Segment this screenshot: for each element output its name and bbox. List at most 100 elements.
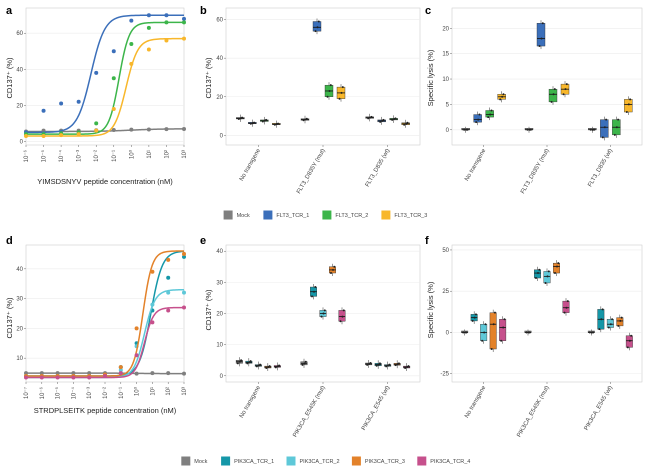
panel-d-xtick-label: 10⁻¹ <box>119 387 125 399</box>
data-point-PIK3CA_TCR_1 <box>166 275 171 280</box>
replicate-point-FLT3_TCR_3 <box>341 86 344 89</box>
replicate-point-FLT3_TCR_3 <box>627 103 630 106</box>
replicate-point-FLT3_TCR_2 <box>617 118 620 121</box>
replicate-point-FLT3_TCR_1 <box>316 26 319 29</box>
data-point-PIK3CA_TCR_4 <box>39 375 44 380</box>
data-point-PIK3CA_TCR_4 <box>55 375 60 380</box>
panel-e-category-label: PIK3CA_E545 (wt) <box>361 385 391 432</box>
panel-a-xlabel: YIMSDSNYV peptide concentration (nM) <box>37 177 173 186</box>
data-point-FLT3_TCR_1 <box>164 13 169 18</box>
panel-e-ytick-label: 20 <box>216 312 223 318</box>
replicate-point-PIK3CA_TCR_3 <box>397 362 400 365</box>
replicate-point-FLT3_TCR_3 <box>501 95 504 98</box>
replicate-point-Mock <box>236 362 239 365</box>
replicate-point-FLT3_TCR_3 <box>406 121 409 124</box>
panel-a: a CD137⁺ (%) YIMSDSNYV peptide concentra… <box>5 5 188 186</box>
panel-d-ytick-label: 30 <box>16 297 23 303</box>
data-point-Mock <box>87 371 92 376</box>
replicate-point-Mock <box>529 128 532 131</box>
replicate-point-PIK3CA_TCR_1 <box>601 308 604 311</box>
replicate-point-FLT3_TCR_2 <box>391 118 394 121</box>
replicate-point-FLT3_TCR_1 <box>477 118 480 121</box>
panel-d-xtick-label: 10³ <box>182 387 188 396</box>
panel-f-category-label: PIK3CA_E545 (wt) <box>584 385 614 432</box>
replicate-point-FLT3_TCR_3 <box>273 123 276 126</box>
data-point-FLT3_TCR_3 <box>94 128 99 133</box>
replicate-point-PIK3CA_TCR_2 <box>607 326 610 329</box>
panel-b-category-label: FLT3_D835Y (mut) <box>296 148 327 195</box>
replicate-point-FLT3_TCR_3 <box>403 123 406 126</box>
panel-e: e CD137⁺ (%) 0 10 20 30 40 No transgene PIK3CA… <box>200 235 421 439</box>
replicate-point-PIK3CA_TCR_4 <box>563 311 566 314</box>
panel-d-xlabel: STRDPLSEITK peptide concentration (nM) <box>34 406 177 415</box>
panel-d-ytick-label: 10 <box>16 356 23 362</box>
replicate-point-PIK3CA_TCR_4 <box>500 339 503 342</box>
replicate-point-PIK3CA_TCR_1 <box>538 268 541 271</box>
panel-a-ytick-label: 40 <box>16 67 23 73</box>
replicate-point-FLT3_TCR_3 <box>562 93 565 96</box>
data-point-PIK3CA_TCR_4 <box>182 305 186 310</box>
replicate-point-FLT3_TCR_2 <box>328 89 331 92</box>
panel-d-xtick-label: 10⁻⁴ <box>70 387 77 400</box>
replicate-point-Mock <box>369 362 372 365</box>
replicate-point-FLT3_TCR_1 <box>605 118 608 121</box>
replicate-point-PIK3CA_TCR_2 <box>484 323 487 326</box>
data-point-FLT3_TCR_3 <box>146 47 151 52</box>
data-point-PIK3CA_TCR_4 <box>118 371 123 376</box>
data-point-FLT3_TCR_1 <box>59 101 64 106</box>
panel-e-category-label: No transgene <box>239 384 263 419</box>
panel-b-ytick-label: 60 <box>216 18 223 24</box>
replicate-point-PIK3CA_TCR_4 <box>628 339 631 342</box>
data-point-FLT3_TCR_2 <box>164 20 169 25</box>
panel-d-xtick-label: 10¹ <box>150 387 156 396</box>
box-FLT3_TCR_1 <box>312 21 322 32</box>
panel-e-ylabel: CD137⁺ (%) <box>204 289 213 331</box>
data-point-Mock <box>182 126 186 131</box>
panel-d-ytick-label: 20 <box>16 326 23 332</box>
replicate-point-Mock <box>240 359 243 362</box>
panel-a-xtick-label: 10² <box>164 150 170 159</box>
box-FLT3_TCR_1 <box>473 114 482 123</box>
replicate-point-PIK3CA_TCR_2 <box>546 275 549 278</box>
replicate-point-Mock <box>304 360 307 363</box>
data-point-FLT3_TCR_2 <box>94 121 99 126</box>
replicate-point-Mock <box>367 117 370 120</box>
replicate-point-PIK3CA_TCR_1 <box>249 360 252 363</box>
replicate-point-PIK3CA_TCR_2 <box>388 363 391 366</box>
replicate-point-FLT3_TCR_1 <box>249 122 252 125</box>
panel-a-xtick-label: 10⁻⁴ <box>58 150 65 163</box>
replicate-point-Mock <box>370 115 373 118</box>
data-point-FLT3_TCR_2 <box>129 42 134 47</box>
replicate-point-FLT3_TCR_2 <box>490 109 493 112</box>
data-point-PIK3CA_TCR_4 <box>24 375 28 380</box>
replicate-point-Mock <box>301 363 304 366</box>
legend-label-PIK3CA_TCR_3: PIK3CA_TCR_3 <box>365 459 405 465</box>
replicate-point-FLT3_TCR_2 <box>613 133 616 136</box>
legend-label-Mock: Mock <box>237 213 250 219</box>
replicate-point-PIK3CA_TCR_1 <box>471 319 474 322</box>
replicate-point-PIK3CA_TCR_3 <box>265 366 268 369</box>
panel-a-xtick-label: 10¹ <box>147 150 153 159</box>
box-PIK3CA_TCR_3 <box>553 262 560 274</box>
panel-c-category-label: FLT3_D835 (wt) <box>587 148 614 188</box>
replicate-point-PIK3CA_TCR_3 <box>619 319 622 322</box>
replicate-point-FLT3_TCR_3 <box>565 83 568 86</box>
legend-swatch-PIK3CA_TCR_3 <box>351 456 361 466</box>
data-point-Mock <box>150 371 155 376</box>
panel-d-xtick-label: 10⁻⁵ <box>55 386 62 399</box>
panel-d-xtick-label: 10² <box>166 387 172 396</box>
box-FLT3_TCR_1 <box>536 23 546 47</box>
replicate-point-PIK3CA_TCR_3 <box>554 272 556 275</box>
replicate-point-FLT3_TCR_2 <box>552 93 555 96</box>
panel-f-category-label: PIK3CA_E545K (mut) <box>516 385 550 439</box>
panel-b-ylabel: CD137⁺ (%) <box>204 57 213 99</box>
series-line-FLT3_TCR_1 <box>26 14 184 134</box>
replicate-point-FLT3_TCR_2 <box>489 113 492 116</box>
replicate-point-PIK3CA_TCR_2 <box>320 315 323 318</box>
data-point-FLT3_TCR_3 <box>129 61 134 66</box>
data-point-Mock <box>129 127 134 132</box>
panel-c-frame <box>451 7 643 146</box>
data-point-PIK3CA_TCR_3 <box>182 251 186 256</box>
replicate-point-PIK3CA_TCR_1 <box>246 362 249 365</box>
replicate-point-PIK3CA_TCR_1 <box>311 295 313 298</box>
